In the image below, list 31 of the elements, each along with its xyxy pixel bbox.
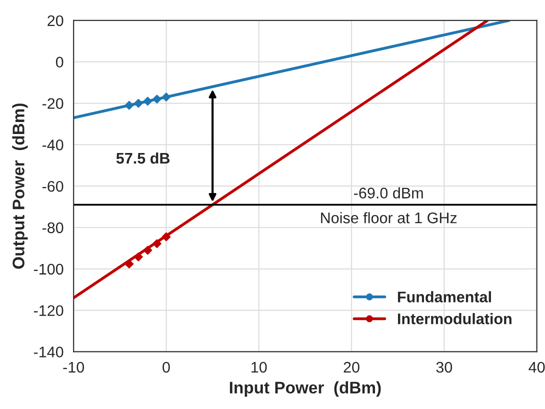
y-tick-label: -40 bbox=[42, 140, 64, 150]
x-tick-label: -10 bbox=[63, 362, 84, 373]
legend-label: Fundamental bbox=[398, 291, 491, 302]
y-tick-label: -20 bbox=[42, 98, 64, 109]
point bbox=[143, 246, 152, 255]
x-tick-label: 20 bbox=[344, 362, 360, 373]
x-tick-label: 30 bbox=[436, 362, 452, 373]
point bbox=[134, 252, 143, 262]
x-axis-title: Input Power (dBm) bbox=[230, 381, 381, 397]
x-tick-label: 40 bbox=[528, 362, 545, 373]
point bbox=[162, 92, 171, 102]
y-tick-label: -100 bbox=[34, 264, 64, 275]
annotation: -69.0 dBm bbox=[354, 187, 423, 198]
y-tick-label: 20 bbox=[48, 15, 64, 26]
point bbox=[134, 98, 143, 108]
y-tick-label: -60 bbox=[42, 180, 64, 192]
x-tick-label: 10 bbox=[252, 362, 267, 373]
y-tick-label: 0 bbox=[56, 56, 64, 68]
y-tick-label: -80 bbox=[42, 222, 64, 234]
y-axis-title: Output Power (dBm) bbox=[12, 104, 28, 269]
legend-label: Intermodulation bbox=[398, 313, 512, 324]
point bbox=[162, 232, 171, 242]
point bbox=[124, 100, 134, 110]
annotation: Noise floor at 1 GHz bbox=[321, 212, 457, 224]
point bbox=[152, 94, 162, 104]
annotation: 57.5 dB bbox=[116, 152, 170, 164]
point bbox=[143, 96, 152, 106]
y-tick-label: -140 bbox=[34, 346, 64, 358]
y-tick-label: -120 bbox=[34, 305, 64, 316]
point bbox=[152, 239, 162, 248]
x-tick-label: 0 bbox=[162, 362, 170, 373]
